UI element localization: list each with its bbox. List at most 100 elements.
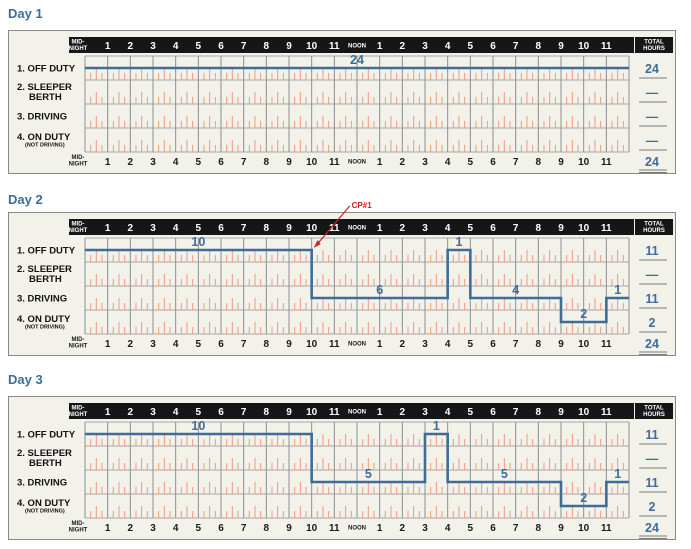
hour-label-top: 9 bbox=[558, 223, 564, 234]
hour-label-top: 2 bbox=[128, 223, 134, 234]
hour-label-bottom: 11 bbox=[601, 339, 612, 350]
hour-label-top: 8 bbox=[264, 41, 270, 52]
row-total-value: 11 bbox=[645, 476, 658, 490]
hour-label-bottom: 2 bbox=[128, 339, 134, 350]
total-header-bar bbox=[635, 219, 673, 235]
day-2-title: Day 2 bbox=[8, 192, 43, 207]
hour-label-top: 2 bbox=[400, 41, 406, 52]
row-total-value: 2 bbox=[649, 500, 656, 514]
grand-total-value: 24 bbox=[645, 521, 659, 535]
day-1-title: Day 1 bbox=[8, 6, 43, 21]
segment-duration-label: 24 bbox=[350, 53, 364, 67]
row-total-value: 11 bbox=[645, 244, 658, 258]
midnight-label-bottom: MID- bbox=[72, 155, 85, 161]
hour-label-top: 5 bbox=[196, 407, 202, 418]
hour-label-bottom: 8 bbox=[264, 339, 270, 350]
hour-label-top: 7 bbox=[241, 41, 247, 52]
row-label: 3. DRIVING bbox=[17, 478, 67, 489]
hour-label-bottom: 10 bbox=[578, 157, 590, 168]
hour-label-top: 4 bbox=[445, 41, 451, 52]
hour-label-bottom: 2 bbox=[128, 523, 134, 534]
midnight-label-top-2: NIGHT bbox=[69, 228, 88, 234]
hour-label-bottom: 1 bbox=[377, 157, 383, 168]
hour-label-bottom: 5 bbox=[468, 339, 474, 350]
hour-label-bottom: 8 bbox=[536, 523, 542, 534]
hour-label-top: 6 bbox=[218, 41, 224, 52]
row-label: 2. SLEEPER bbox=[17, 448, 72, 459]
duty-status-line bbox=[85, 432, 629, 508]
hour-label-bottom: 6 bbox=[490, 523, 496, 534]
hour-label-bottom: 9 bbox=[286, 523, 292, 534]
duty-status-line bbox=[85, 248, 629, 324]
hour-label-top: 9 bbox=[286, 407, 292, 418]
hour-label-bottom: 6 bbox=[218, 523, 224, 534]
segment-duration-label: 1 bbox=[614, 467, 621, 481]
hour-label-bottom: 8 bbox=[536, 157, 542, 168]
hour-label-top: 4 bbox=[173, 407, 179, 418]
hour-label-bottom: 3 bbox=[150, 523, 156, 534]
grand-total-value: 24 bbox=[645, 155, 659, 169]
hour-label-top: NOON bbox=[348, 410, 366, 416]
total-hours-label-2: HOURS bbox=[643, 412, 665, 418]
row-total-value: 11 bbox=[645, 292, 658, 306]
checkpoint-arrow-icon bbox=[313, 240, 321, 248]
hour-label-top: 8 bbox=[264, 223, 270, 234]
hour-label-bottom: 2 bbox=[128, 157, 134, 168]
midnight-label-bottom: MID- bbox=[72, 337, 85, 343]
hour-label-bottom: 4 bbox=[445, 157, 451, 168]
hour-label-bottom: 10 bbox=[578, 523, 590, 534]
hour-label-bottom: 2 bbox=[400, 523, 406, 534]
total-hours-label: TOTAL bbox=[644, 222, 664, 228]
hour-label-top: 7 bbox=[241, 223, 247, 234]
hour-label-bottom: NOON bbox=[348, 342, 366, 348]
hour-label-bottom: 5 bbox=[468, 157, 474, 168]
row-label: 2. SLEEPER bbox=[17, 264, 72, 275]
midnight-label-top: MID- bbox=[72, 40, 85, 46]
hour-label-top: 3 bbox=[422, 407, 428, 418]
header-hour-bar bbox=[69, 219, 634, 235]
hour-label-bottom: 3 bbox=[150, 339, 156, 350]
row-total-value: — bbox=[646, 452, 659, 466]
hour-label-top: 4 bbox=[445, 407, 451, 418]
segment-duration-label: 1 bbox=[433, 419, 440, 433]
hour-label-bottom: 9 bbox=[558, 523, 564, 534]
hour-label-top: 8 bbox=[536, 223, 542, 234]
total-hours-label-2: HOURS bbox=[643, 228, 665, 234]
segment-duration-label: 1 bbox=[614, 283, 621, 297]
hour-label-top: 7 bbox=[513, 41, 519, 52]
hour-label-top: 6 bbox=[218, 407, 224, 418]
row-total-value: — bbox=[646, 134, 659, 148]
row-label: 1. OFF DUTY bbox=[17, 430, 76, 441]
hour-label-top: 11 bbox=[329, 223, 340, 234]
row-label: 3. DRIVING bbox=[17, 112, 67, 123]
segment-duration-label: 5 bbox=[501, 467, 508, 481]
row-label-line2: BERTH bbox=[29, 92, 62, 103]
hour-label-bottom: 7 bbox=[241, 157, 247, 168]
hour-label-bottom: 3 bbox=[422, 339, 428, 350]
hour-label-top: 8 bbox=[536, 41, 542, 52]
hour-label-top: 7 bbox=[513, 407, 519, 418]
segment-duration-label: 10 bbox=[191, 235, 205, 249]
hour-label-bottom: 9 bbox=[286, 339, 292, 350]
hour-label-top: 10 bbox=[306, 223, 318, 234]
hour-label-bottom: 5 bbox=[196, 339, 202, 350]
hour-label-top: 6 bbox=[490, 223, 496, 234]
midnight-label-top-2: NIGHT bbox=[69, 46, 88, 52]
hour-label-top: 3 bbox=[150, 41, 156, 52]
hour-label-top: 9 bbox=[558, 407, 564, 418]
segment-duration-label: 5 bbox=[365, 467, 372, 481]
hour-label-top: 3 bbox=[422, 41, 428, 52]
hour-label-top: 1 bbox=[377, 223, 383, 234]
hour-label-top: 10 bbox=[306, 407, 318, 418]
hour-label-top: 9 bbox=[286, 41, 292, 52]
hour-label-top: NOON bbox=[348, 44, 366, 50]
hour-label-bottom: 11 bbox=[601, 157, 612, 168]
hour-label-bottom: 4 bbox=[173, 523, 179, 534]
hour-label-top: NOON bbox=[348, 226, 366, 232]
hour-label-bottom: 9 bbox=[558, 339, 564, 350]
hour-label-top: 9 bbox=[286, 223, 292, 234]
hour-label-bottom: 7 bbox=[513, 523, 519, 534]
total-header-bar bbox=[635, 403, 673, 419]
